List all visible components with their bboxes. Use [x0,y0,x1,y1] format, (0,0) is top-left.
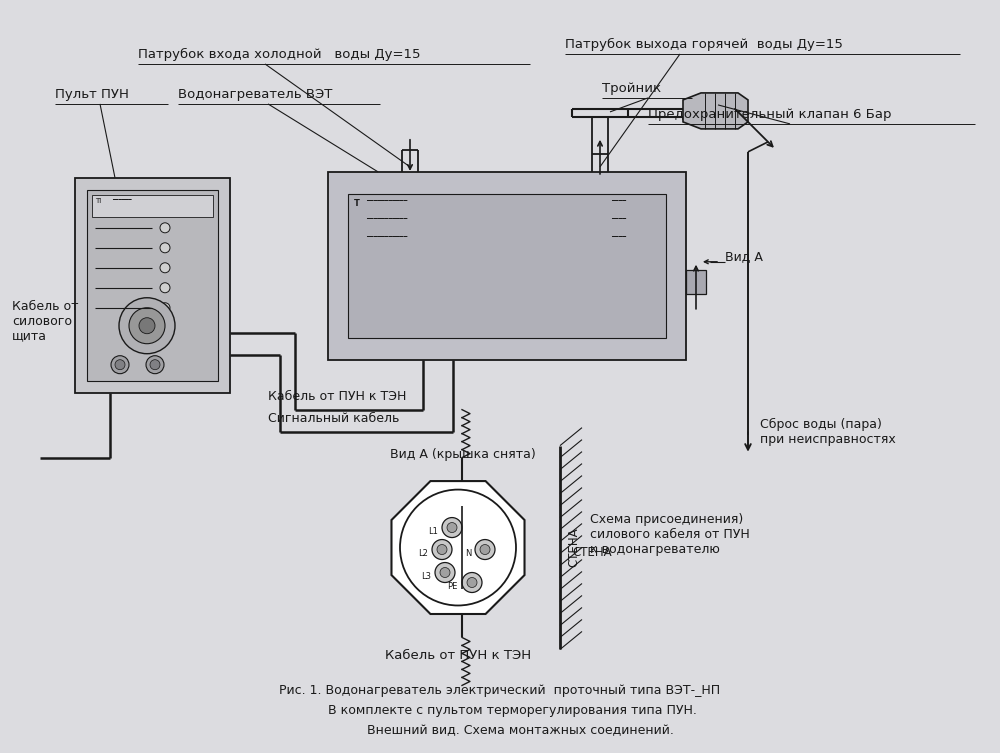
Text: N: N [465,549,471,558]
Text: ━━━━━━━━━━━: ━━━━━━━━━━━ [366,217,407,222]
Text: L3: L3 [421,572,431,581]
Circle shape [146,355,164,373]
Bar [75,178,230,392]
Circle shape [432,540,452,559]
Circle shape [160,283,170,293]
Circle shape [400,489,516,605]
Circle shape [160,303,170,312]
Circle shape [480,544,490,554]
Bar [87,190,218,381]
Text: Предохранительный клапан 6 Бар: Предохранительный клапан 6 Бар [648,108,892,121]
Circle shape [447,523,457,532]
Circle shape [111,355,129,373]
Circle shape [150,360,160,370]
Text: Сброс воды (пара)
при неисправностях: Сброс воды (пара) при неисправностях [760,418,896,446]
Text: ━━━━━━: ━━━━━━ [112,198,132,203]
Text: ━━━━━━━━━━━: ━━━━━━━━━━━ [366,235,407,239]
Text: PE: PE [448,582,458,591]
Text: СТЕНА: СТЕНА [568,528,580,567]
Text: Кабель от ПУН к ТЭН: Кабель от ПУН к ТЭН [268,389,406,403]
Text: Кабель от
силового
щита: Кабель от силового щита [12,300,78,343]
Circle shape [160,263,170,273]
Text: Патрубок входа холодной   воды Ду=15: Патрубок входа холодной воды Ду=15 [138,48,420,61]
Circle shape [462,572,482,593]
Text: Вид А (крышка снята): Вид А (крышка снята) [390,447,536,461]
Text: ━━━━━━━━━━━: ━━━━━━━━━━━ [366,199,407,204]
Text: Рис. 1. Водонагреватель электрический  проточный типа ВЭТ-_НП
      В комплекте : Рис. 1. Водонагреватель электрический пр… [279,684,721,737]
Bar [92,195,213,217]
Text: Тройник: Тройник [602,82,661,95]
Bar [328,172,686,360]
Text: Пульт ПУН: Пульт ПУН [55,88,129,101]
Circle shape [119,297,175,354]
Text: L2: L2 [418,549,428,558]
Text: Водонагреватель ВЭТ: Водонагреватель ВЭТ [178,88,332,101]
Text: ━━━━: ━━━━ [611,217,626,222]
Text: ТI: ТI [95,198,101,204]
Circle shape [160,223,170,233]
Circle shape [440,568,450,578]
Polygon shape [683,93,748,129]
Circle shape [442,517,462,538]
Text: Кабель от ПУН к ТЭН: Кабель от ПУН к ТЭН [385,649,531,663]
Circle shape [435,562,455,583]
Circle shape [467,578,477,587]
Bar [348,194,666,337]
Text: L1: L1 [428,527,438,536]
Bar [686,270,706,294]
Text: ━━━━: ━━━━ [611,235,626,239]
Polygon shape [391,481,525,614]
Circle shape [139,318,155,334]
Text: Вид А: Вид А [725,250,763,263]
Text: ━━━━: ━━━━ [611,199,626,204]
Circle shape [437,544,447,554]
Circle shape [129,308,165,343]
Text: T: T [354,199,360,208]
Text: СТЕНА: СТЕНА [572,546,612,559]
Circle shape [475,540,495,559]
Circle shape [115,360,125,370]
Circle shape [160,242,170,253]
Text: Патрубок выхода горячей  воды Ду=15: Патрубок выхода горячей воды Ду=15 [565,38,843,51]
Text: Сигнальный кабель: Сигнальный кабель [268,412,399,425]
Text: Схема присоединения)
силового кабеля от ПУН
к водонагревателю: Схема присоединения) силового кабеля от … [590,513,750,556]
